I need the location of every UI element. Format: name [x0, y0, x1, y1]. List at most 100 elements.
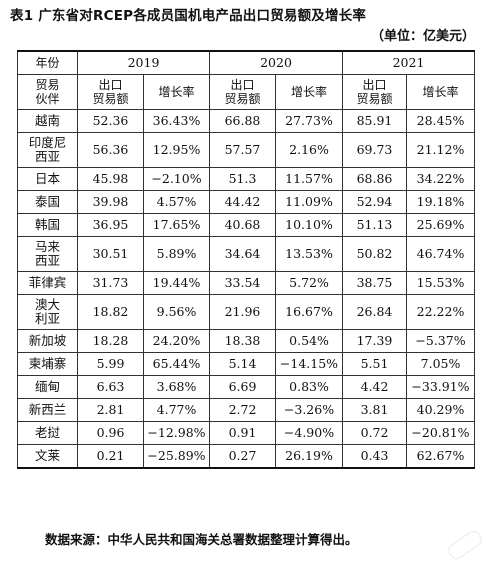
- export-value-cell: 21.96: [209, 294, 276, 330]
- export-value-cell: 2.81: [77, 398, 144, 422]
- export-value-cell: 68.86: [342, 167, 407, 191]
- growth-rate-cell: 11.57%: [275, 167, 343, 191]
- growth-rate-cell: 65.44%: [143, 352, 210, 376]
- growth-rate-cell: 26.19%: [275, 444, 343, 469]
- growth-rate-cell: 5.72%: [275, 271, 343, 295]
- export-value-cell: 45.98: [77, 167, 144, 191]
- growth-rate-cell: 36.43%: [143, 109, 210, 133]
- year-header-2020: 2020: [209, 50, 343, 75]
- table-row: 老挝 0.96 −12.98% 0.91 −4.90% 0.72 −20.81%: [17, 421, 475, 445]
- year-header-2021: 2021: [342, 50, 475, 75]
- growth-rate-cell: 2.16%: [275, 132, 343, 168]
- table-row: 柬埔寨 5.99 65.44% 5.14 −14.15% 5.51 7.05%: [17, 352, 475, 376]
- sub-header-row: 贸易 伙伴 出口 贸易额 增长率 出口 贸易额 增长率 出口 贸易额 增长率: [17, 74, 475, 110]
- growth-rate-cell: 28.45%: [406, 109, 475, 133]
- country-cell: 日本: [17, 167, 78, 191]
- growth-rate-cell: −33.91%: [406, 375, 475, 399]
- growth-rate-cell: 27.73%: [275, 109, 343, 133]
- country-cell: 越南: [17, 109, 78, 133]
- partner-header: 贸易 伙伴: [17, 74, 78, 110]
- table-row: 新西兰 2.81 4.77% 2.72 −3.26% 3.81 40.29%: [17, 398, 475, 422]
- growth-rate-cell: 9.56%: [143, 294, 210, 330]
- export-value-cell: 33.54: [209, 271, 276, 295]
- growth-rate-cell: 0.83%: [275, 375, 343, 399]
- export-value-cell: 56.36: [77, 132, 144, 168]
- export-value-cell: 85.91: [342, 109, 407, 133]
- export-value-cell: 36.95: [77, 213, 144, 237]
- growth-rate-cell: 62.67%: [406, 444, 475, 469]
- growth-rate-cell: 24.20%: [143, 329, 210, 353]
- export-header-text: 出口 贸易额: [224, 78, 261, 106]
- export-value-cell: 40.68: [209, 213, 276, 237]
- table-row: 印度尼 西亚 56.36 12.95% 57.57 2.16% 69.73 21.12%: [17, 132, 475, 168]
- export-value-cell: 5.14: [209, 352, 276, 376]
- growth-rate-cell: 7.05%: [406, 352, 475, 376]
- table-row: 缅甸 6.63 3.68% 6.69 0.83% 4.42 −33.91%: [17, 375, 475, 399]
- export-value-cell: 44.42: [209, 190, 276, 214]
- growth-rate-cell: 16.67%: [275, 294, 343, 330]
- export-value-cell: 0.43: [342, 444, 407, 469]
- export-value-cell: 5.51: [342, 352, 407, 376]
- growth-rate-cell: −12.98%: [143, 421, 210, 445]
- country-cell: 新加坡: [17, 329, 78, 353]
- country-cell: 菲律宾: [17, 271, 78, 295]
- growth-header: 增长率: [275, 74, 343, 110]
- export-value-cell: 51.3: [209, 167, 276, 191]
- country-name: 老挝: [34, 425, 60, 440]
- table-row: 文莱 0.21 −25.89% 0.27 26.19% 0.43 62.67%: [17, 444, 475, 469]
- country-name: 柬埔寨: [28, 356, 67, 371]
- growth-rate-cell: 25.69%: [406, 213, 475, 237]
- export-value-cell: 2.72: [209, 398, 276, 422]
- data-table: 年份 2019 2020 2021 贸易 伙伴 出口 贸易额 增长率 出口 贸易…: [17, 50, 475, 469]
- growth-rate-cell: 4.77%: [143, 398, 210, 422]
- country-cell: 柬埔寨: [17, 352, 78, 376]
- export-value-cell: 50.82: [342, 236, 407, 272]
- export-header: 出口 贸易额: [209, 74, 276, 110]
- table-row: 越南 52.36 36.43% 66.88 27.73% 85.91 28.45%: [17, 109, 475, 133]
- table-body: 年份 2019 2020 2021 贸易 伙伴 出口 贸易额 增长率 出口 贸易…: [17, 50, 475, 469]
- export-value-cell: 39.98: [77, 190, 144, 214]
- export-value-cell: 66.88: [209, 109, 276, 133]
- year-header-row: 年份 2019 2020 2021: [17, 50, 475, 75]
- country-name: 澳大 利亚: [34, 297, 60, 326]
- growth-rate-cell: −5.37%: [406, 329, 475, 353]
- country-cell: 泰国: [17, 190, 78, 214]
- partner-header-text: 贸易 伙伴: [35, 78, 60, 106]
- country-name: 日本: [34, 171, 60, 186]
- export-value-cell: 0.96: [77, 421, 144, 445]
- country-name: 马来 西亚: [34, 239, 60, 268]
- table-row: 澳大 利亚 18.82 9.56% 21.96 16.67% 26.84 22.22%: [17, 294, 475, 330]
- data-source-note: 数据来源：中华人民共和国海关总署数据整理计算得出。: [45, 532, 358, 547]
- growth-rate-cell: 11.09%: [275, 190, 343, 214]
- export-value-cell: 6.63: [77, 375, 144, 399]
- table-row: 菲律宾 31.73 19.44% 33.54 5.72% 38.75 15.53%: [17, 271, 475, 295]
- growth-rate-cell: 15.53%: [406, 271, 475, 295]
- export-header: 出口 贸易额: [342, 74, 407, 110]
- growth-rate-cell: 22.22%: [406, 294, 475, 330]
- growth-rate-cell: 5.89%: [143, 236, 210, 272]
- export-value-cell: 0.27: [209, 444, 276, 469]
- growth-rate-cell: 40.29%: [406, 398, 475, 422]
- export-value-cell: 51.13: [342, 213, 407, 237]
- export-value-cell: 52.36: [77, 109, 144, 133]
- export-value-cell: 0.72: [342, 421, 407, 445]
- growth-rate-cell: 12.95%: [143, 132, 210, 168]
- export-value-cell: 52.94: [342, 190, 407, 214]
- export-value-cell: 26.84: [342, 294, 407, 330]
- growth-rate-cell: 17.65%: [143, 213, 210, 237]
- country-name: 新西兰: [28, 402, 67, 417]
- export-value-cell: 0.91: [209, 421, 276, 445]
- unit-label: （单位：亿美元）: [370, 29, 475, 44]
- growth-rate-cell: −3.26%: [275, 398, 343, 422]
- table-row: 日本 45.98 −2.10% 51.3 11.57% 68.86 34.22%: [17, 167, 475, 191]
- export-value-cell: 38.75: [342, 271, 407, 295]
- export-header-text: 出口 贸易额: [356, 78, 393, 106]
- country-name: 泰国: [34, 194, 60, 209]
- growth-rate-cell: 21.12%: [406, 132, 475, 168]
- growth-rate-cell: −4.90%: [275, 421, 343, 445]
- growth-header: 增长率: [406, 74, 475, 110]
- country-name: 新加坡: [28, 333, 67, 348]
- country-cell: 缅甸: [17, 375, 78, 399]
- growth-header: 增长率: [143, 74, 210, 110]
- growth-rate-cell: 0.54%: [275, 329, 343, 353]
